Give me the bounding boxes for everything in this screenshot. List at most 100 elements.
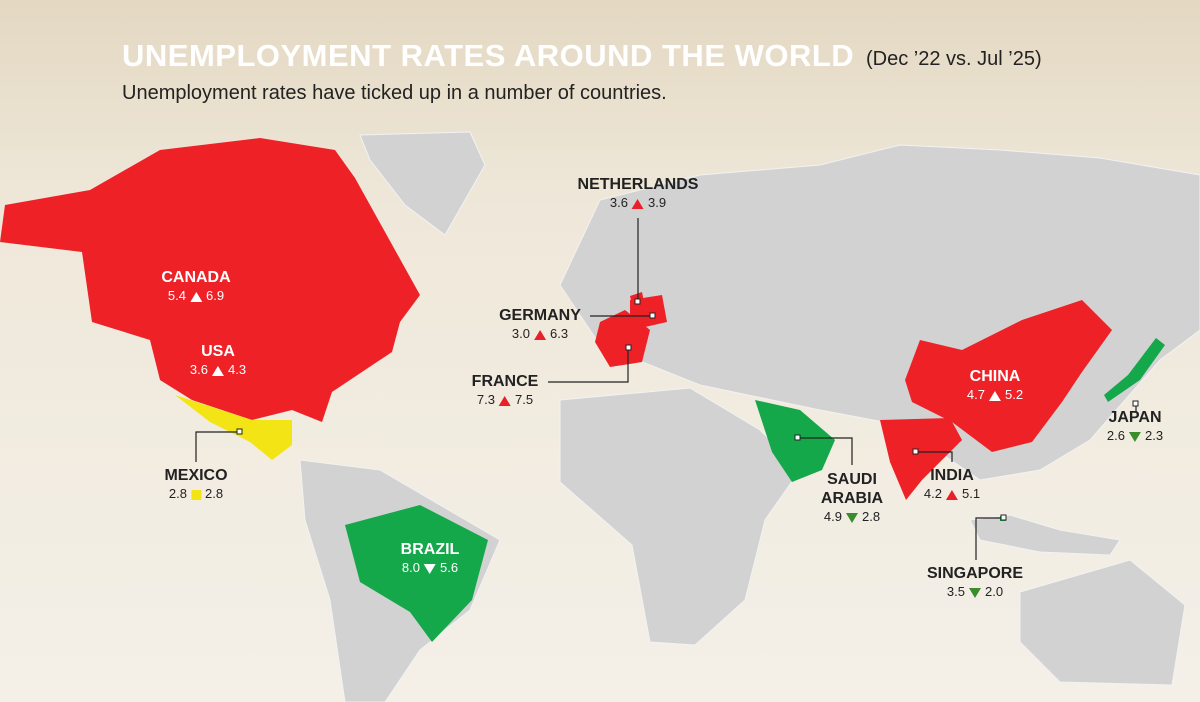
leader — [798, 437, 853, 465]
rates: 2.6 2.3 — [1107, 427, 1163, 445]
marker — [634, 298, 641, 305]
title: UNEMPLOYMENT RATES AROUND THE WORLD — [122, 38, 855, 73]
change-icon — [968, 587, 981, 598]
rate-dec-2022: 3.6 — [609, 195, 628, 210]
rate-dec-2022: 8.0 — [401, 560, 420, 575]
leader — [975, 517, 1004, 560]
marker — [236, 428, 243, 435]
change-icon — [631, 198, 644, 209]
rate-jul-2025: 2.8 — [862, 509, 881, 524]
rates: 8.0 5.6 — [401, 559, 460, 577]
change-icon — [191, 489, 201, 500]
rates: 3.5 2.0 — [927, 583, 1023, 601]
africa — [559, 387, 801, 646]
country-label: FRANCE 7.3 7.5 — [472, 372, 539, 409]
country-label: GERMANY 3.0 6.3 — [499, 306, 581, 343]
france-shape — [595, 310, 650, 367]
change-icon — [498, 395, 511, 406]
country-name: NETHERLANDS — [577, 176, 699, 193]
country-label: MEXICO 2.8 2.8 — [164, 466, 227, 503]
marker — [1132, 400, 1139, 407]
country-label: CANADA 5.4 6.9 — [161, 268, 230, 305]
usa-shape — [92, 322, 400, 422]
country-label: BRAZIL 8.0 5.6 — [401, 540, 460, 577]
change-icon — [189, 291, 202, 302]
country-label: USA 3.6 4.3 — [190, 342, 246, 379]
rates: 4.7 5.2 — [967, 386, 1023, 404]
rates: 4.2 5.1 — [924, 485, 980, 503]
saudi-shape — [755, 400, 835, 482]
change-icon — [534, 329, 546, 340]
country-label: SAUDI ARABIA 4.9 2.8 — [807, 470, 897, 526]
marker — [912, 448, 919, 455]
rate-dec-2022: 3.6 — [189, 362, 208, 377]
china-shape — [905, 300, 1112, 452]
country-name: SINGAPORE — [926, 565, 1024, 582]
rate-jul-2025: 2.0 — [984, 584, 1004, 599]
rate-dec-2022: 2.8 — [168, 486, 187, 501]
subtitle: Unemployment rates have ticked up in a n… — [122, 82, 667, 104]
rate-jul-2025: 6.9 — [205, 288, 225, 303]
period: (Dec ’22 vs. Jul ’25) — [866, 48, 1042, 70]
rate-jul-2025: 4.3 — [228, 362, 247, 377]
leaders — [195, 218, 1139, 560]
change-icon — [846, 512, 858, 523]
marker — [794, 434, 801, 441]
rates: 3.6 4.3 — [190, 361, 246, 379]
countries — [0, 138, 1165, 642]
rate-jul-2025: 5.2 — [1005, 387, 1024, 402]
rate-jul-2025: 5.6 — [440, 560, 459, 575]
rate-jul-2025: 6.3 — [550, 326, 569, 341]
country-label: INDIA 4.2 5.1 — [924, 466, 980, 503]
country-name: USA — [201, 343, 235, 360]
country-name: CANADA — [161, 269, 231, 286]
marker — [625, 344, 632, 351]
rate-jul-2025: 2.3 — [1145, 428, 1164, 443]
marker — [649, 312, 656, 319]
rate-dec-2022: 7.3 — [476, 392, 495, 407]
india-shape — [880, 418, 962, 500]
country-name: INDIA — [930, 467, 974, 484]
rate-jul-2025: 7.5 — [514, 392, 534, 407]
leader — [195, 431, 240, 462]
mexico-shape — [175, 395, 292, 460]
rate-dec-2022: 4.2 — [923, 486, 942, 501]
change-icon — [946, 489, 958, 500]
country-name: BRAZIL — [400, 541, 460, 558]
rate-jul-2025: 5.1 — [962, 486, 981, 501]
country-name: MEXICO — [164, 467, 228, 484]
rate-dec-2022: 5.4 — [167, 288, 186, 303]
country-label: SINGAPORE 3.5 2.0 — [927, 564, 1023, 601]
rates: 2.8 2.8 — [164, 485, 227, 503]
leader — [548, 348, 629, 383]
change-icon — [212, 365, 224, 376]
indonesia — [969, 514, 1121, 556]
country-name: FRANCE — [471, 373, 539, 390]
country-name: CHINA — [969, 368, 1021, 385]
rates: 5.4 6.9 — [161, 287, 230, 305]
canada-shape — [0, 138, 420, 322]
country-label: NETHERLANDS 3.6 3.9 — [578, 175, 699, 212]
greenland — [359, 131, 486, 236]
japan-shape — [1104, 338, 1165, 402]
brazil-shape — [345, 505, 488, 642]
rate-jul-2025: 3.9 — [647, 195, 667, 210]
country-name: SAUDI ARABIA — [820, 471, 884, 507]
rates: 3.6 3.9 — [578, 194, 699, 212]
australia — [1019, 559, 1186, 686]
country-name: GERMANY — [499, 307, 581, 324]
rate-dec-2022: 2.6 — [1106, 428, 1125, 443]
leader — [916, 451, 953, 462]
rate-dec-2022: 4.9 — [823, 509, 842, 524]
change-icon — [989, 390, 1001, 401]
rates: 7.3 7.5 — [472, 391, 539, 409]
change-icon — [1129, 431, 1141, 442]
rates: 4.9 2.8 — [807, 508, 897, 526]
rate-dec-2022: 4.7 — [966, 387, 985, 402]
change-icon — [424, 563, 436, 574]
marker — [1000, 514, 1007, 521]
rate-dec-2022: 3.5 — [946, 584, 965, 599]
country-label: JAPAN 2.6 2.3 — [1107, 408, 1163, 445]
